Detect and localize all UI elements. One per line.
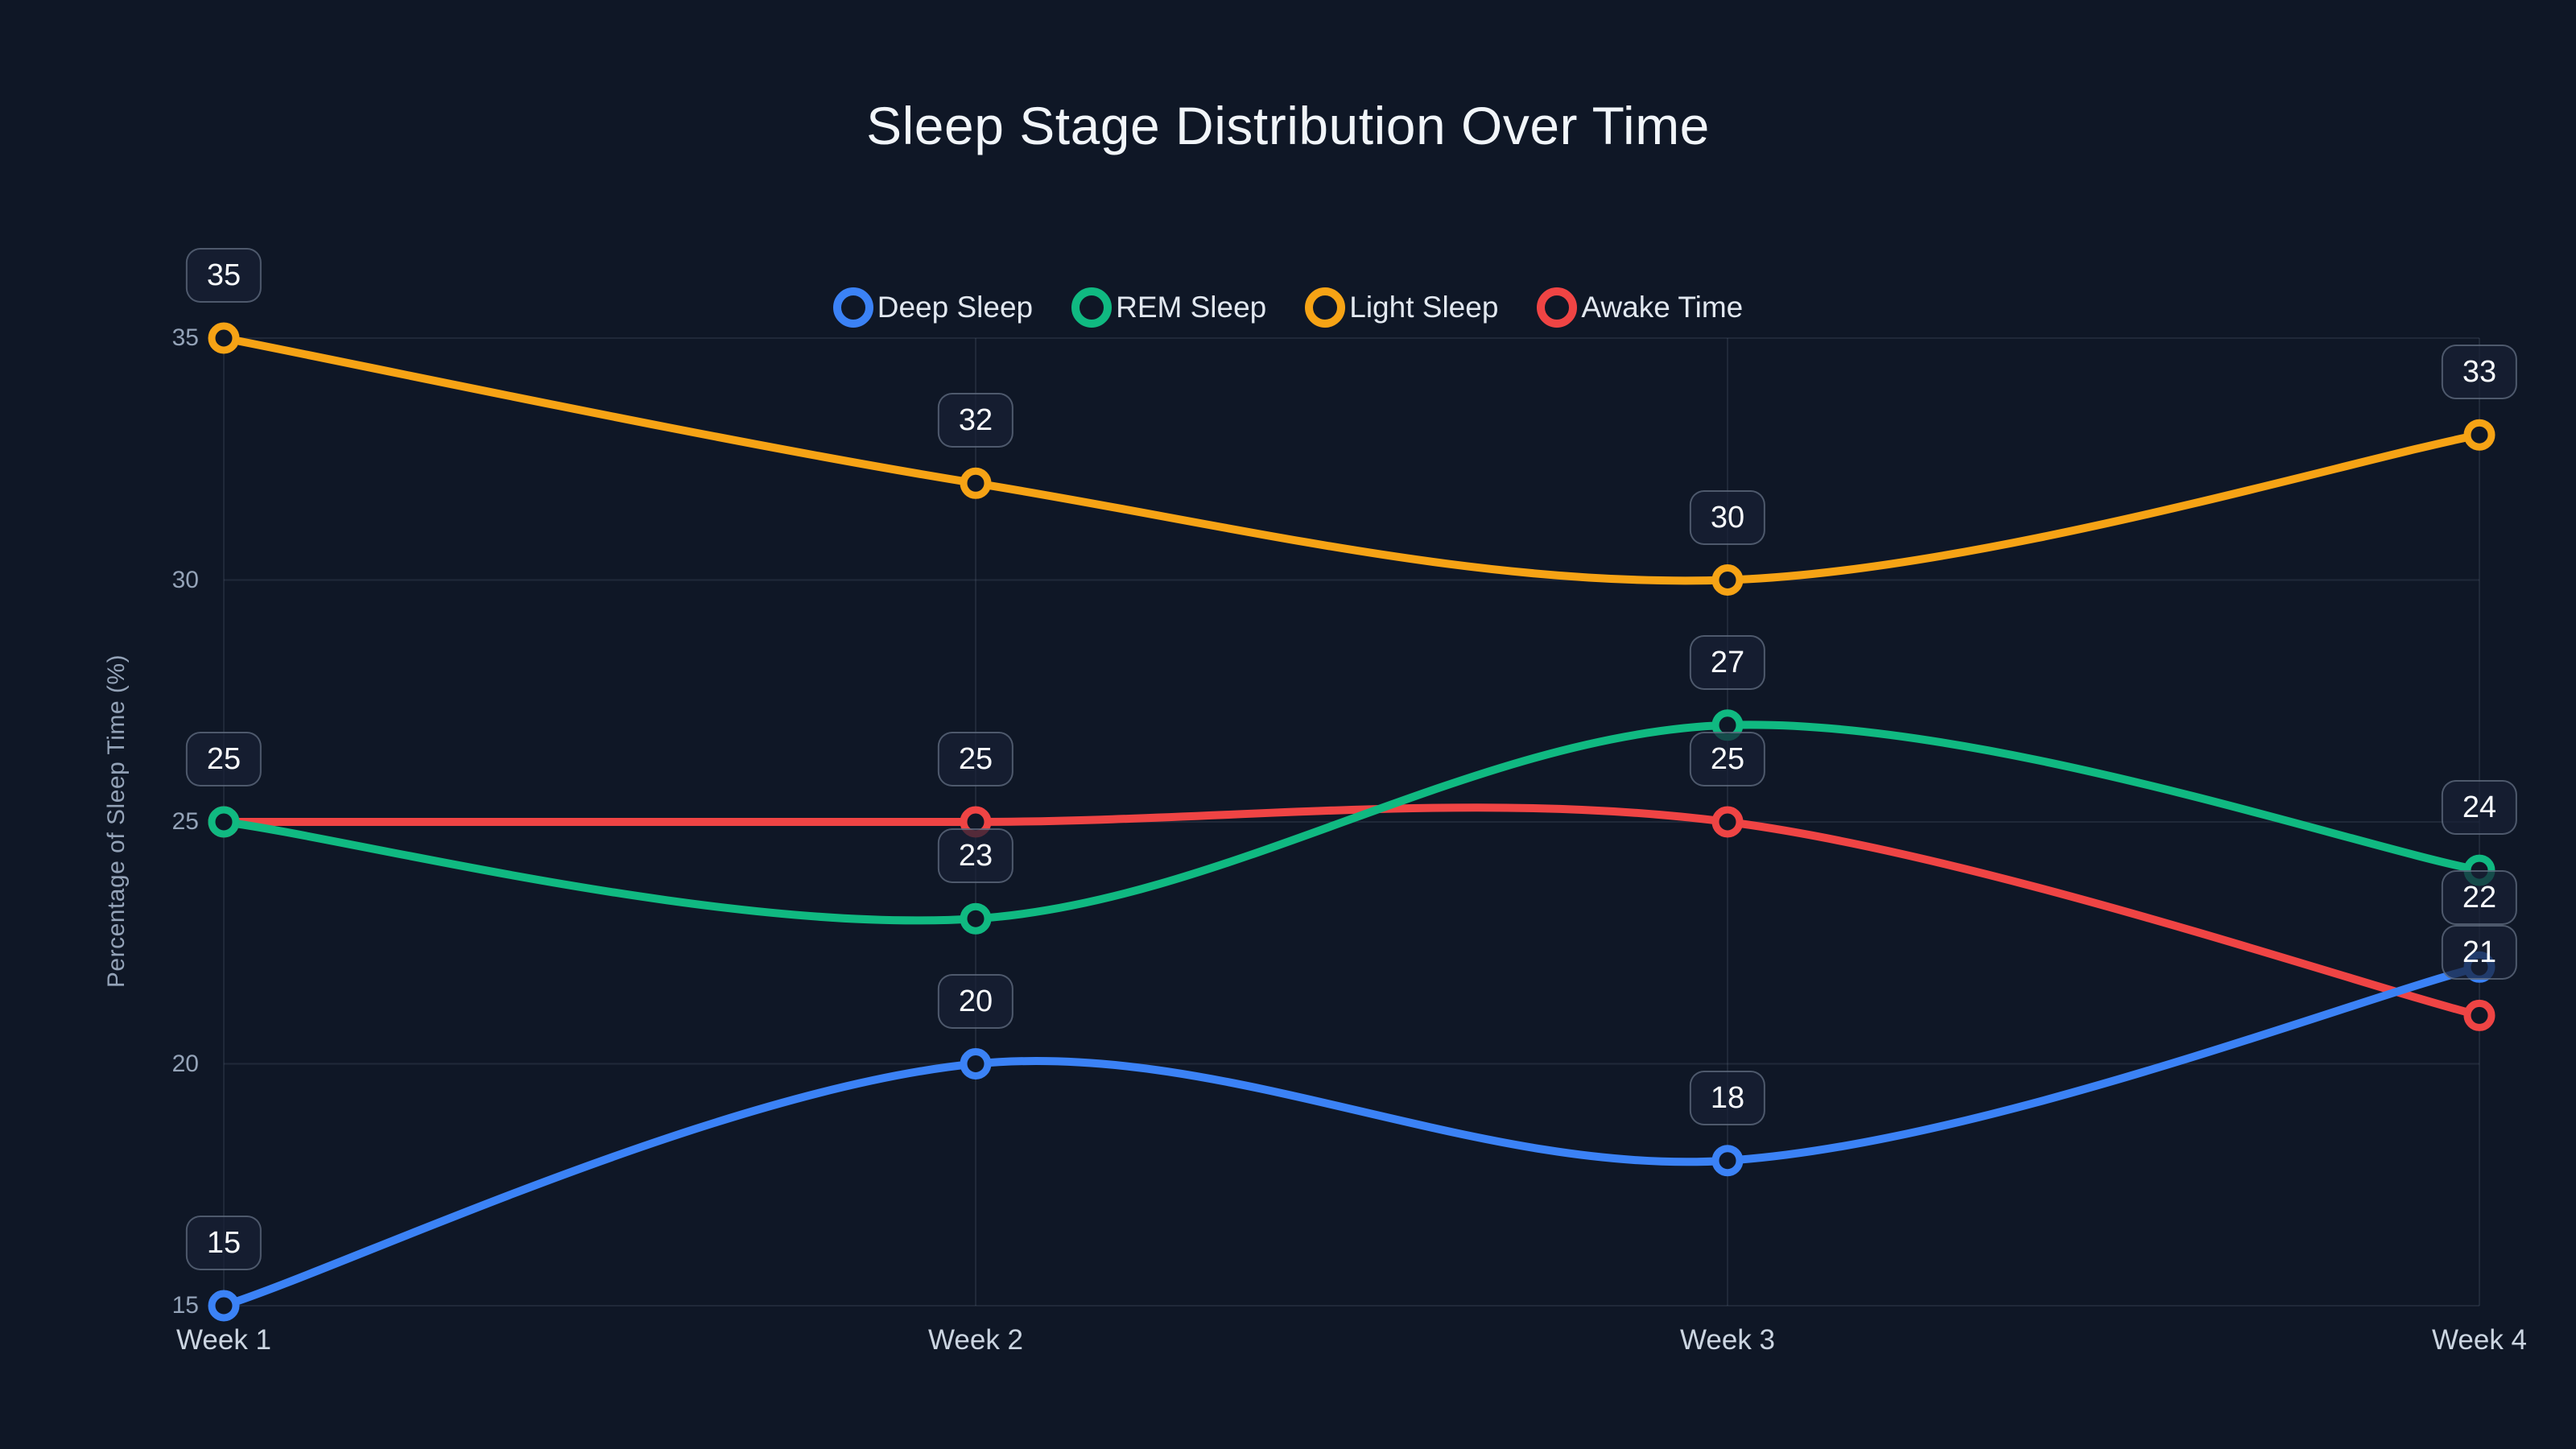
point-label: 27 bbox=[1689, 634, 1766, 690]
series-line-awake-time bbox=[220, 803, 2483, 1020]
data-point-deep-sleep bbox=[1711, 1145, 1744, 1177]
point-label: 21 bbox=[2441, 925, 2518, 980]
data-point-light-sleep bbox=[2463, 419, 2496, 451]
series-line-light-sleep bbox=[220, 334, 2483, 585]
point-label: 25 bbox=[185, 732, 262, 786]
point-label: 30 bbox=[1689, 489, 1766, 545]
legend-item-awake-time[interactable]: Awake Time bbox=[1537, 287, 1743, 328]
point-label: 35 bbox=[185, 248, 262, 303]
data-point-rem-sleep bbox=[960, 902, 992, 935]
y-tick-label: 25 bbox=[171, 808, 199, 835]
x-tick-label: Week 2 bbox=[927, 1324, 1024, 1356]
legend-ring-icon bbox=[1537, 287, 1578, 328]
y-tick-label: 30 bbox=[171, 566, 199, 593]
y-tick-label: 35 bbox=[171, 324, 199, 351]
point-label: 24 bbox=[2441, 780, 2518, 836]
legend-ring-icon bbox=[1071, 287, 1113, 328]
y-tick-label: 15 bbox=[171, 1292, 199, 1319]
legend-item-deep-sleep[interactable]: Deep Sleep bbox=[832, 287, 1034, 328]
data-point-rem-sleep bbox=[208, 806, 240, 838]
legend-label: Light Sleep bbox=[1349, 291, 1499, 324]
x-tick-label: Week 3 bbox=[1679, 1324, 1776, 1356]
y-axis-title: Percentage of Sleep Time (%) bbox=[103, 654, 130, 989]
point-label: 33 bbox=[2441, 345, 2518, 400]
data-point-light-sleep bbox=[1711, 564, 1744, 596]
chart-legend: Deep Sleep REM Sleep Light Sleep Awake Time bbox=[0, 283, 2576, 332]
legend-ring-icon bbox=[832, 287, 873, 328]
point-label: 23 bbox=[937, 828, 1014, 884]
point-label: 20 bbox=[937, 973, 1014, 1029]
legend-item-rem-sleep[interactable]: REM Sleep bbox=[1071, 287, 1266, 328]
data-point-awake-time bbox=[2463, 999, 2496, 1031]
point-label: 25 bbox=[937, 732, 1014, 786]
y-tick-label: 20 bbox=[171, 1050, 199, 1077]
point-label: 32 bbox=[937, 393, 1014, 448]
legend-ring-icon bbox=[1305, 287, 1346, 328]
point-label: 25 bbox=[1689, 732, 1766, 786]
point-label: 15 bbox=[185, 1216, 262, 1270]
data-point-awake-time bbox=[1711, 806, 1744, 838]
legend-item-light-sleep[interactable]: Light Sleep bbox=[1305, 287, 1498, 328]
data-point-light-sleep bbox=[208, 322, 240, 354]
legend-label: Awake Time bbox=[1581, 291, 1744, 324]
point-label: 22 bbox=[2441, 870, 2518, 926]
series-line-rem-sleep bbox=[220, 720, 2483, 925]
x-tick-label: Week 4 bbox=[2431, 1324, 2528, 1356]
data-point-deep-sleep bbox=[208, 1290, 240, 1322]
series-line-deep-sleep bbox=[220, 963, 2483, 1310]
data-point-light-sleep bbox=[960, 467, 992, 499]
point-label: 18 bbox=[1689, 1070, 1766, 1125]
data-point-deep-sleep bbox=[960, 1048, 992, 1080]
chart-title: Sleep Stage Distribution Over Time bbox=[866, 96, 1710, 155]
x-tick-label: Week 1 bbox=[175, 1324, 272, 1356]
legend-label: Deep Sleep bbox=[877, 291, 1034, 324]
legend-label: REM Sleep bbox=[1116, 291, 1267, 324]
